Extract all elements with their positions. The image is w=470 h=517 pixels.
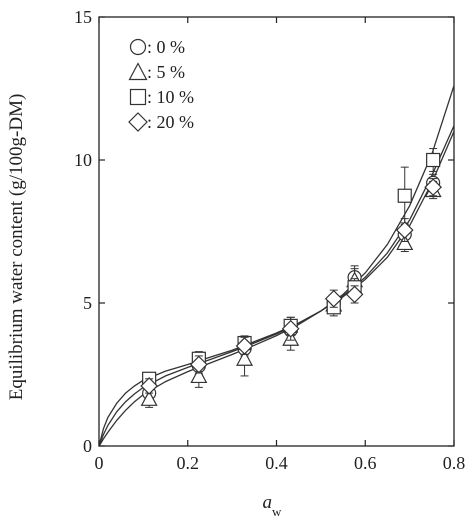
legend-label: : 5 % xyxy=(147,62,185,82)
point-triangle xyxy=(396,234,414,251)
point-diamond xyxy=(424,178,442,197)
point-triangle xyxy=(236,349,254,366)
legend-marker-square xyxy=(129,88,147,106)
point-triangle xyxy=(140,390,158,406)
legend: : 0 % : 5 % : 10 % : 20 % xyxy=(128,37,194,132)
y-tick-label: 0 xyxy=(83,436,92,456)
y-tick-label: 10 xyxy=(74,150,92,170)
legend-marker-triangle xyxy=(128,62,148,81)
legend-marker-circle xyxy=(129,38,147,56)
x-tick-label: 0.8 xyxy=(443,453,466,473)
legend-marker-diamond xyxy=(128,112,148,132)
legend-label: : 0 % xyxy=(147,37,185,57)
point-diamond xyxy=(345,285,364,304)
point-triangle xyxy=(190,367,208,384)
fit-curve-3 xyxy=(98,85,455,447)
series-triangle xyxy=(140,180,442,408)
x-tick-label: 0 xyxy=(95,453,104,473)
x-tick-label: 0.6 xyxy=(354,453,377,473)
x-axis-label-main: a xyxy=(263,492,273,513)
point-diamond xyxy=(189,355,208,374)
point-square xyxy=(426,152,441,168)
point-diamond xyxy=(324,289,343,308)
x-axis-label: aw xyxy=(263,492,283,517)
point-square xyxy=(397,188,412,203)
x-tick-label: 0.2 xyxy=(177,453,200,473)
legend-label: : 20 % xyxy=(147,112,194,132)
fit-curves xyxy=(98,85,455,447)
point-diamond xyxy=(235,337,254,355)
y-tick-label: 5 xyxy=(83,293,92,313)
axis-ticks: 0 0.2 0.4 0.6 0.8 0 5 10 15 xyxy=(74,7,465,473)
y-tick-label: 15 xyxy=(74,7,92,27)
x-axis-label-sub: w xyxy=(272,504,282,517)
legend-label: : 10 % xyxy=(147,87,194,107)
data-points xyxy=(140,148,442,408)
y-axis-label: Equilibrium water content (g/100g-DM) xyxy=(6,94,27,401)
series-diamond xyxy=(140,178,442,395)
fit-curve-1 xyxy=(98,131,455,447)
point-diamond xyxy=(140,377,158,395)
point-diamond xyxy=(395,221,414,239)
x-tick-label: 0.4 xyxy=(265,453,288,473)
point-diamond xyxy=(281,319,300,338)
fit-curve-2 xyxy=(98,125,455,447)
